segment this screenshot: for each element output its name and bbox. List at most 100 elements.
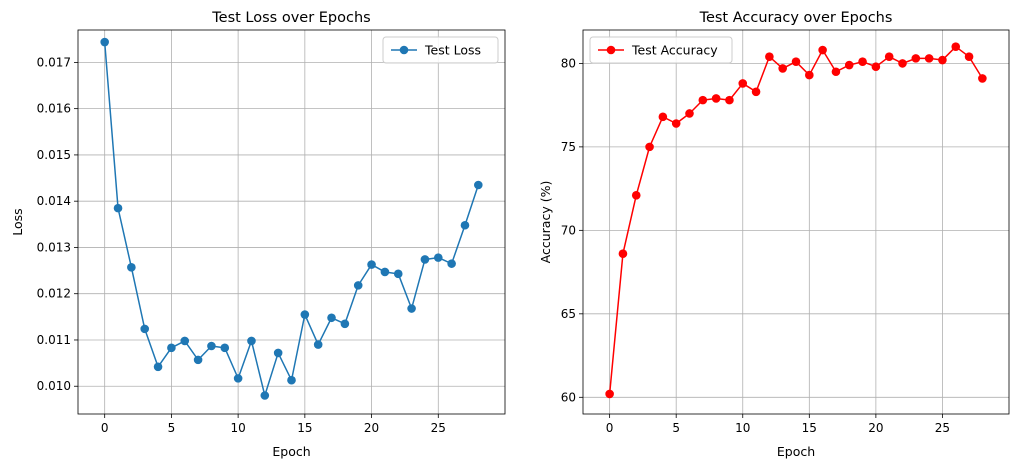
data-point [858, 57, 867, 67]
chart-title: Test Accuracy over Epochs [699, 10, 893, 26]
y-axis-label: Accuracy (%) [538, 181, 553, 264]
data-point [140, 324, 150, 334]
data-point [220, 343, 230, 353]
data-point [273, 348, 283, 358]
data-point [340, 319, 350, 329]
x-axis-label: Epoch [777, 444, 815, 459]
chart-panel-1: 0 5 10 15 20 25 0.010 0.011 0.012 0.013 0.014 0.015… [10, 10, 506, 459]
data-point [167, 343, 176, 353]
data-point [938, 55, 947, 65]
data-point [207, 341, 216, 351]
y-tick-label: 75 [561, 140, 576, 154]
data-point [393, 269, 403, 279]
chart-title: Test Loss over Epochs [211, 10, 370, 26]
data-point [380, 267, 390, 277]
data-point [951, 42, 961, 51]
data-point [233, 374, 243, 383]
data-point [685, 109, 694, 118]
data-point [113, 203, 123, 213]
data-point [711, 94, 721, 103]
data-point [447, 259, 456, 268]
y-tick-label: 0.016 [37, 102, 71, 116]
x-tick-label: 10 [735, 421, 750, 435]
data-point [765, 52, 774, 62]
y-tick-label: 0.015 [37, 148, 71, 162]
y-tick-label: 0.011 [37, 333, 71, 347]
x-tick-label: 0 [606, 421, 614, 435]
legend-marker [399, 45, 409, 55]
data-point [193, 355, 203, 365]
data-point [725, 95, 734, 105]
data-point [618, 249, 628, 259]
x-axis-label: Epoch [272, 444, 310, 459]
legend: Test Accuracy [589, 36, 733, 64]
legend-label: Test Accuracy [631, 43, 718, 58]
x-tick-label: 20 [868, 421, 883, 435]
data-point [180, 336, 190, 346]
legend-label: Test Loss [424, 43, 481, 58]
data-point [911, 54, 921, 63]
data-point [658, 112, 668, 122]
legend-box [382, 36, 499, 64]
data-point [287, 375, 296, 385]
y-tick-label: 0.010 [37, 379, 71, 393]
data-point [100, 37, 109, 47]
data-point [645, 142, 654, 152]
data-point [778, 64, 787, 73]
y-tick-label: 70 [561, 223, 576, 237]
x-tick-label: 5 [672, 421, 680, 435]
data-point [247, 336, 256, 346]
series-line [103, 41, 480, 397]
data-point [153, 362, 163, 372]
data-point [433, 253, 443, 262]
y-tick-label: 80 [561, 56, 576, 70]
x-tick-label: 15 [802, 421, 817, 435]
data-point [474, 180, 483, 190]
data-point [831, 67, 841, 77]
data-point [260, 391, 270, 400]
data-point [127, 263, 136, 272]
x-tick-label: 0 [101, 421, 109, 435]
data-point [353, 281, 363, 290]
data-point [751, 87, 761, 97]
y-axis-label: Loss [10, 208, 25, 235]
data-point [420, 255, 430, 264]
data-point [964, 52, 974, 62]
y-tick-label: 0.012 [37, 287, 71, 301]
data-point [313, 340, 323, 349]
data-point [605, 389, 614, 399]
legend: Test Loss [382, 36, 499, 64]
data-point [698, 95, 708, 105]
y-tick-label: 65 [561, 307, 576, 321]
data-point [327, 313, 336, 323]
legend-box [589, 36, 733, 64]
axes-frame [582, 29, 1010, 415]
y-tick-label: 0.017 [37, 55, 71, 69]
x-tick-label: 20 [364, 421, 379, 435]
data-point [738, 79, 748, 88]
data-point [407, 304, 416, 313]
data-point [818, 45, 827, 55]
x-tick-label: 25 [431, 421, 446, 435]
data-point [978, 74, 987, 83]
data-point [671, 119, 681, 128]
data-point [367, 260, 376, 269]
x-tick-label: 5 [168, 421, 176, 435]
legend-marker [606, 45, 616, 55]
data-point [871, 62, 881, 72]
chart-panel-2: 0 5 10 15 20 25 60 65 70 75 80 Test Accuracy over E… [538, 10, 1010, 459]
y-tick-label: 0.013 [37, 240, 71, 254]
x-tick-label: 15 [297, 421, 312, 435]
x-tick-label: 10 [230, 421, 245, 435]
data-point [924, 54, 934, 63]
x-tick-label: 25 [935, 421, 950, 435]
y-tick-label: 60 [561, 390, 576, 404]
axes-frame [77, 29, 506, 415]
data-point [631, 190, 641, 200]
data-point [844, 60, 854, 70]
data-point [884, 52, 894, 62]
data-point [805, 70, 814, 80]
series-line [608, 45, 984, 395]
data-point [300, 310, 310, 319]
